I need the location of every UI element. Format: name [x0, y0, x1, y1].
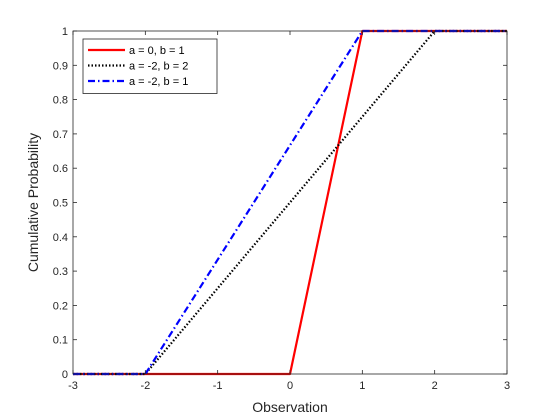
- x-tick-label: 0: [287, 380, 293, 392]
- y-tick-label: 0.8: [53, 95, 68, 107]
- y-axis: 0 0.1 0.2 0.3 0.4 0.5 0.6 0.7 0.8 0.9 1: [53, 26, 507, 381]
- y-tick-label: 0.1: [53, 335, 68, 347]
- x-tick-label: -1: [213, 380, 223, 392]
- x-axis: -3 -2 -1 0 1 2 3: [68, 31, 510, 392]
- y-tick-label: 0.3: [53, 266, 68, 278]
- x-tick-label: 1: [359, 380, 365, 392]
- y-tick-label: 0.6: [53, 163, 68, 175]
- y-axis-label: Cumulative Probability: [25, 133, 41, 272]
- y-tick-label: 0.9: [53, 60, 68, 72]
- legend: a = 0, b = 1 a = -2, b = 2 a = -2, b = 1: [82, 38, 218, 94]
- x-axis-label: Observation: [252, 399, 327, 415]
- legend-label-3: a = -2, b = 1: [129, 76, 188, 88]
- y-tick-label: 1: [62, 26, 68, 38]
- y-tick-label: 0: [62, 369, 68, 381]
- y-tick-label: 0.4: [53, 232, 68, 244]
- y-tick-label: 0.5: [53, 198, 68, 210]
- x-tick-label: -2: [140, 380, 150, 392]
- y-tick-label: 0.2: [53, 300, 68, 312]
- legend-box: [82, 38, 218, 94]
- y-tick-label: 0.7: [53, 129, 68, 141]
- legend-label-1: a = 0, b = 1: [129, 45, 185, 57]
- legend-label-2: a = -2, b = 2: [129, 61, 188, 73]
- x-tick-label: 2: [432, 380, 438, 392]
- x-tick-label: -3: [68, 380, 78, 392]
- x-tick-label: 3: [504, 380, 510, 392]
